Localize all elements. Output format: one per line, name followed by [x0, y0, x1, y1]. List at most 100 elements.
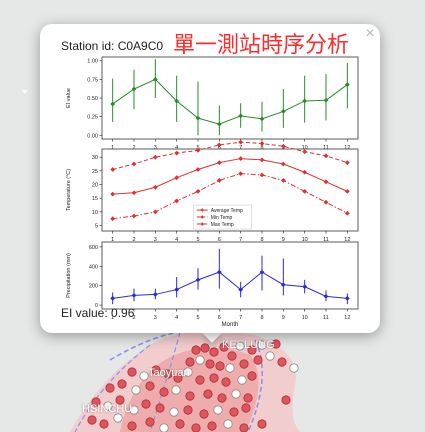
station-marker — [184, 406, 192, 414]
station-marker — [290, 364, 298, 372]
station-marker — [156, 404, 164, 412]
el-value-number: 0.96 — [111, 306, 134, 320]
station-marker — [128, 422, 136, 430]
station-marker — [192, 346, 200, 354]
station-marker — [192, 424, 200, 432]
station-popup: Station id: C0A9C0 單一測站時序分析 × 1234567891… — [40, 24, 380, 333]
y-tick-label: 0.75 — [87, 77, 98, 83]
y-axis-label: Precipitation (mm) — [66, 253, 72, 298]
station-marker — [240, 424, 248, 432]
legend-label: Min Temp — [211, 215, 233, 221]
station-marker — [204, 390, 212, 398]
station-marker — [172, 386, 180, 394]
legend-label: Average Temp — [211, 208, 243, 214]
station-marker — [238, 376, 246, 384]
city-label-keelung: KEELUNG — [222, 339, 275, 351]
y-tick-label: 0.00 — [87, 133, 98, 139]
station-marker — [146, 382, 154, 390]
station-marker — [132, 386, 140, 394]
station-marker — [222, 378, 230, 386]
station-marker — [232, 390, 240, 398]
station-marker — [224, 420, 232, 428]
data-point — [238, 140, 243, 145]
station-id-value: C0A9C0 — [118, 39, 163, 53]
station-marker — [214, 406, 222, 414]
station-marker — [118, 380, 126, 388]
x-tick-label: 3 — [154, 315, 157, 321]
x-axis-label: Month — [222, 322, 239, 327]
x-tick-label: 6 — [218, 315, 221, 321]
station-marker — [278, 358, 286, 366]
y-tick-label: 25 — [92, 169, 98, 175]
x-tick-label: 11 — [323, 315, 329, 321]
close-icon[interactable]: × — [363, 26, 377, 42]
x-tick-label: 5 — [196, 315, 199, 321]
y-tick-label: 15 — [92, 196, 98, 202]
station-marker — [242, 404, 250, 412]
station-marker — [240, 360, 248, 368]
station-marker — [218, 394, 226, 402]
x-tick-label: 12 — [344, 315, 350, 321]
station-marker — [128, 368, 136, 376]
station-marker — [196, 376, 204, 384]
station-marker — [186, 392, 194, 400]
station-marker — [282, 396, 290, 404]
x-tick-label: 8 — [260, 315, 263, 321]
x-tick-label: 4 — [175, 315, 178, 321]
y-tick-label: 5 — [95, 224, 98, 230]
station-marker — [106, 384, 114, 392]
station-marker — [258, 420, 266, 428]
station-marker — [100, 420, 108, 428]
city-label-taoyuan: Taoyuan — [148, 367, 190, 379]
station-marker — [160, 424, 168, 432]
y-tick-label: 200 — [89, 284, 98, 290]
station-marker — [88, 416, 96, 424]
x-tick-label: 7 — [239, 315, 242, 321]
plot-frame — [102, 242, 358, 309]
station-marker — [216, 362, 224, 370]
city-label-hsinchu: HSINCHU — [82, 403, 132, 415]
station-marker — [170, 408, 178, 416]
map-pin-icon — [22, 90, 28, 94]
y-axis-label: EI value — [66, 88, 72, 108]
station-marker — [244, 394, 252, 402]
y-tick-label: 400 — [89, 264, 98, 270]
x-tick-label: 10 — [302, 315, 308, 321]
station-marker — [140, 372, 148, 380]
station-marker — [254, 356, 262, 364]
station-marker — [196, 356, 204, 364]
el-value-label: EI value: 0.96 — [61, 306, 134, 320]
station-marker — [230, 408, 238, 416]
station-marker — [201, 344, 209, 352]
x-tick-label: 9 — [282, 315, 285, 321]
station-id-label: Station id: C0A9C0 — [61, 39, 163, 53]
station-marker — [160, 388, 168, 396]
station-marker — [200, 410, 208, 418]
station-marker — [248, 372, 256, 380]
station-marker — [186, 358, 194, 366]
station-marker — [210, 374, 218, 382]
station-marker — [142, 400, 150, 408]
station-marker — [210, 348, 218, 356]
station-marker — [146, 418, 154, 426]
station-marker — [114, 414, 122, 422]
station-marker — [176, 420, 184, 428]
station-marker — [266, 352, 274, 360]
station-marker — [226, 364, 234, 372]
y-tick-label: 1.00 — [87, 59, 98, 65]
y-tick-label: 600 — [89, 245, 98, 251]
y-tick-label: 0.25 — [87, 115, 98, 121]
y-axis-label: Temperature (°C) — [66, 169, 72, 211]
y-tick-label: 30 — [92, 155, 98, 161]
plot-frame — [102, 57, 358, 139]
station-marker — [206, 360, 214, 368]
y-tick-label: 20 — [92, 183, 98, 189]
station-id-prefix: Station id: — [61, 39, 118, 53]
y-tick-label: 10 — [92, 210, 98, 216]
station-marker — [228, 352, 236, 360]
station-marker — [208, 422, 216, 430]
y-tick-label: 0.50 — [87, 96, 98, 102]
el-value-prefix: EI value: — [61, 306, 111, 320]
legend-label: Max Temp — [211, 222, 234, 228]
